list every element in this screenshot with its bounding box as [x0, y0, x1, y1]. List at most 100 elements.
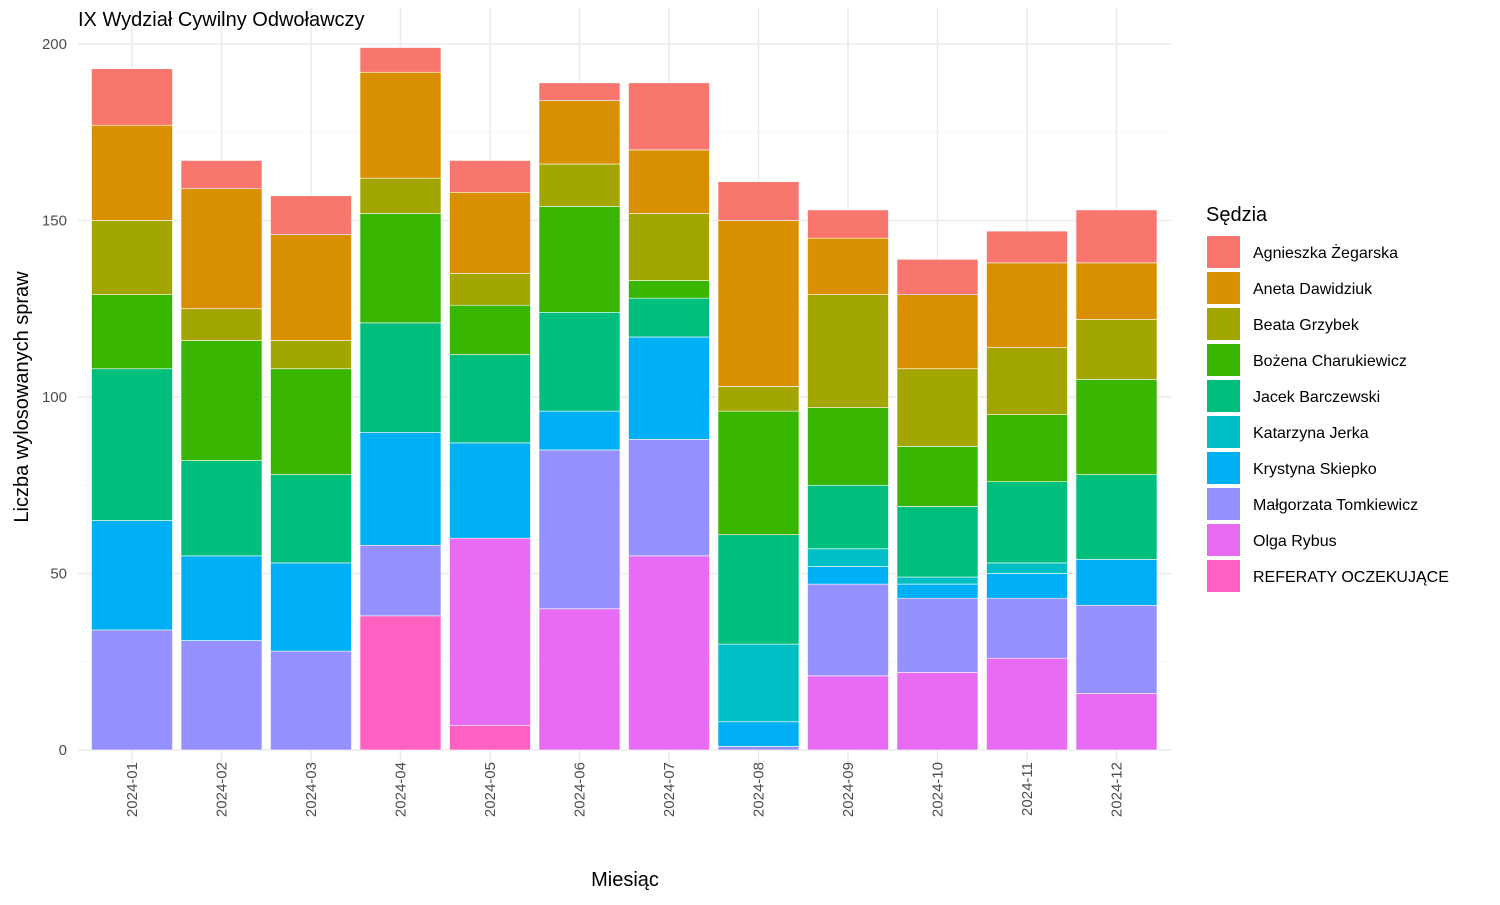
bar-segment — [1076, 605, 1157, 693]
bar-segment — [718, 535, 799, 644]
x-tick-label: 2024-10 — [930, 762, 947, 817]
bar-segment — [808, 210, 889, 238]
bar-segment — [718, 221, 799, 387]
x-tick-label: 2024-11 — [1019, 762, 1036, 816]
bar-segment — [629, 150, 710, 214]
x-tick-label: 2024-08 — [751, 762, 768, 817]
legend-swatch — [1207, 416, 1240, 448]
bar-segment — [808, 408, 889, 486]
bar-segment — [271, 235, 352, 341]
bar-segment — [539, 609, 620, 750]
bar-segment — [92, 69, 173, 125]
legend-swatch — [1207, 380, 1240, 412]
bar-segment — [271, 475, 352, 563]
bar-segment — [539, 450, 620, 609]
bar-segment — [360, 323, 441, 432]
bar-segment — [987, 598, 1068, 658]
bar-segment — [181, 160, 262, 188]
bar-segment — [92, 221, 173, 295]
bar-segment — [718, 386, 799, 411]
bar-segment — [181, 309, 262, 341]
bar-segment — [718, 722, 799, 747]
bar-segment — [181, 461, 262, 556]
legend-swatch — [1207, 452, 1240, 484]
bar-segment — [718, 644, 799, 722]
bar-segment — [1076, 379, 1157, 474]
bar-segment — [897, 295, 978, 369]
bar-segment — [181, 556, 262, 641]
bar-segment — [987, 574, 1068, 599]
bar-segment — [360, 48, 441, 73]
bar-segment — [271, 563, 352, 651]
x-tick-label: 2024-01 — [124, 762, 141, 817]
bar-segment — [92, 369, 173, 521]
x-tick-label: 2024-09 — [840, 762, 857, 817]
x-tick-label: 2024-05 — [482, 762, 499, 817]
stacked-bar-chart: 0 50 100 150 200 2024-01 2024-02 2024-03 2024-0… — [0, 0, 1500, 900]
bar-segment — [987, 415, 1068, 482]
bar-segment — [1076, 694, 1157, 750]
bar-segment — [450, 725, 531, 750]
chart-title: IX Wydział Cywilny Odwoławczy — [78, 9, 365, 31]
bar-segment — [450, 538, 531, 725]
bar-segment — [450, 355, 531, 443]
bar-segment — [808, 566, 889, 584]
bar-segment — [360, 72, 441, 178]
y-tick-label: 0 — [59, 742, 67, 759]
y-axis-title: Liczba wylosowanych spraw — [11, 271, 33, 523]
x-tick-label: 2024-12 — [1109, 762, 1126, 817]
bar-segment — [987, 348, 1068, 415]
y-tick-label: 150 — [42, 213, 67, 230]
bar-segment — [539, 312, 620, 411]
x-tick-label: 2024-06 — [572, 762, 589, 817]
legend-title: Sędzia — [1206, 204, 1268, 226]
legend-label: Małgorzata Tomkiewicz — [1253, 497, 1418, 514]
bar-segment — [1076, 319, 1157, 379]
bar-segment — [92, 630, 173, 750]
bar-segment — [539, 411, 620, 450]
bar-segment — [181, 641, 262, 750]
legend-label: Bożena Charukiewicz — [1253, 353, 1407, 370]
legend-swatch — [1207, 488, 1240, 520]
x-tick-label: 2024-03 — [303, 762, 320, 817]
bar-segment — [808, 238, 889, 294]
legend-label: Beata Grzybek — [1253, 317, 1360, 334]
legend-label: Agnieszka Żegarska — [1253, 243, 1398, 262]
legend: Sędzia Agnieszka Żegarska Aneta Dawidziuk… — [1206, 204, 1449, 592]
legend-label: REFERATY OCZEKUJĄCE — [1253, 569, 1449, 586]
bar-segment — [897, 369, 978, 447]
bar-segment — [897, 259, 978, 294]
bar-segment — [1076, 210, 1157, 263]
bar-segment — [1076, 475, 1157, 560]
chart-svg: 050100150200 2024-01 2024-02 2024-03 2024-0… — [0, 0, 1500, 900]
legend-swatch — [1207, 524, 1240, 556]
legend-label: Aneta Dawidziuk — [1253, 281, 1373, 298]
bar-segment — [808, 485, 889, 549]
bar-segment — [629, 213, 710, 280]
bar-segment — [271, 196, 352, 235]
bar-segment — [987, 231, 1068, 263]
bar-segment — [539, 164, 620, 206]
bar-segment — [92, 521, 173, 630]
bar-segment — [360, 432, 441, 545]
bar-segment — [718, 182, 799, 221]
bar-segment — [718, 411, 799, 535]
x-axis-title: Miesiąc — [591, 869, 659, 891]
bar-segment — [897, 598, 978, 672]
bar-segment — [450, 305, 531, 354]
bar-segment — [360, 213, 441, 322]
bar-segment — [1076, 263, 1157, 319]
legend-swatch — [1207, 272, 1240, 304]
bar-segment — [897, 584, 978, 598]
bar-segment — [360, 178, 441, 213]
bar-segment — [808, 676, 889, 750]
y-tick-label: 50 — [50, 566, 67, 583]
bar-segment — [271, 341, 352, 369]
bar-segment — [718, 746, 799, 750]
legend-label: Katarzyna Jerka — [1253, 425, 1369, 442]
bar-segment — [181, 189, 262, 309]
bar-segment — [897, 446, 978, 506]
bar-segment — [808, 584, 889, 676]
bar-segment — [360, 545, 441, 616]
bar-segment — [897, 577, 978, 584]
